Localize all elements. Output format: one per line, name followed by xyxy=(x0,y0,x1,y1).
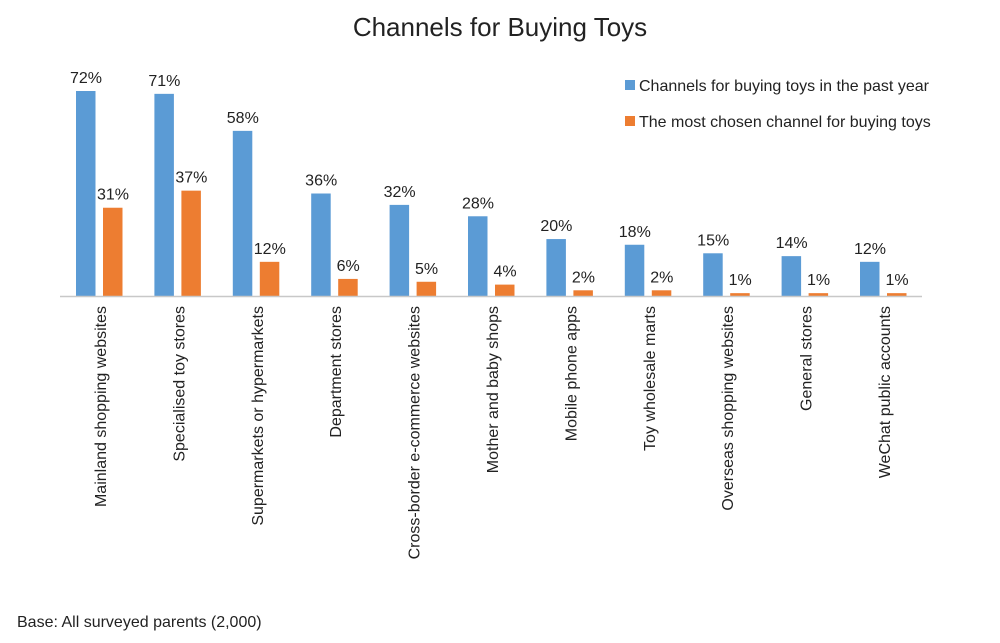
bar-most-chosen xyxy=(495,284,515,296)
legend-swatch-1 xyxy=(625,116,635,126)
data-label: 71% xyxy=(148,73,180,90)
data-label: 18% xyxy=(619,224,651,241)
data-label: 28% xyxy=(462,195,494,212)
bar-most-chosen xyxy=(181,190,201,296)
bar-most-chosen xyxy=(259,261,280,296)
data-label: 5% xyxy=(415,261,438,278)
bar-most-chosen xyxy=(887,293,907,296)
data-label: 1% xyxy=(807,272,830,289)
data-label: 58% xyxy=(227,110,259,127)
bar-past-year xyxy=(624,244,645,296)
data-label: 15% xyxy=(697,232,729,249)
bar-most-chosen xyxy=(730,293,750,296)
legend-label-1: The most chosen channel for buying toys xyxy=(639,114,931,131)
bar-past-year xyxy=(781,256,802,296)
data-label: 1% xyxy=(729,272,752,289)
bar-past-year xyxy=(232,130,253,296)
data-label: 6% xyxy=(337,258,360,275)
bar-past-year xyxy=(76,91,96,296)
bar-most-chosen xyxy=(103,207,123,296)
bar-past-year xyxy=(860,261,880,296)
bar-most-chosen xyxy=(573,290,593,296)
x-tick-label: Cross-border e-commerce websites xyxy=(407,306,424,559)
x-tick-label: Mainland shopping websites xyxy=(93,306,110,507)
bar-past-year xyxy=(154,93,174,296)
x-tick-label: Toy wholesale marts xyxy=(642,306,659,451)
data-label: 37% xyxy=(175,170,207,187)
data-label: 2% xyxy=(572,269,595,286)
chart-title: Channels for Buying Toys xyxy=(353,12,647,42)
data-label: 31% xyxy=(97,187,129,204)
x-tick-label: Specialised toy stores xyxy=(171,306,188,462)
data-label: 12% xyxy=(254,241,286,258)
bar-past-year xyxy=(468,216,488,296)
bar-past-year xyxy=(703,253,723,296)
footnote: Base: All surveyed parents (2,000) xyxy=(17,614,262,631)
data-label: 72% xyxy=(70,70,102,87)
legend: Channels for buying toys in the past yea… xyxy=(625,78,931,131)
x-tick-label: General stores xyxy=(799,306,816,411)
bar-past-year xyxy=(546,239,566,296)
x-tick-label: Supermarkets or hypermarkets xyxy=(250,306,267,526)
bar-most-chosen xyxy=(338,278,358,296)
bar-most-chosen xyxy=(651,290,672,296)
data-label: 14% xyxy=(776,235,808,252)
x-tick-label: Mother and baby shops xyxy=(485,306,502,473)
x-tick-label: Department stores xyxy=(328,306,345,438)
data-label: 1% xyxy=(885,272,908,289)
x-tick-label: Mobile phone apps xyxy=(563,306,580,441)
data-label: 20% xyxy=(540,218,572,235)
x-tick-label: WeChat public accounts xyxy=(877,306,894,478)
data-label: 36% xyxy=(305,173,337,190)
x-tick-label: Overseas shopping websites xyxy=(720,306,737,511)
data-label: 12% xyxy=(854,241,886,258)
data-label: 2% xyxy=(650,269,673,286)
bar-past-year xyxy=(311,193,331,296)
legend-swatch-0 xyxy=(625,80,635,90)
bar-most-chosen xyxy=(808,293,829,296)
data-label: 4% xyxy=(493,264,516,281)
bar-past-year xyxy=(389,204,410,296)
data-label: 32% xyxy=(384,184,416,201)
legend-label-0: Channels for buying toys in the past yea… xyxy=(639,78,930,95)
bar-most-chosen xyxy=(416,281,437,296)
